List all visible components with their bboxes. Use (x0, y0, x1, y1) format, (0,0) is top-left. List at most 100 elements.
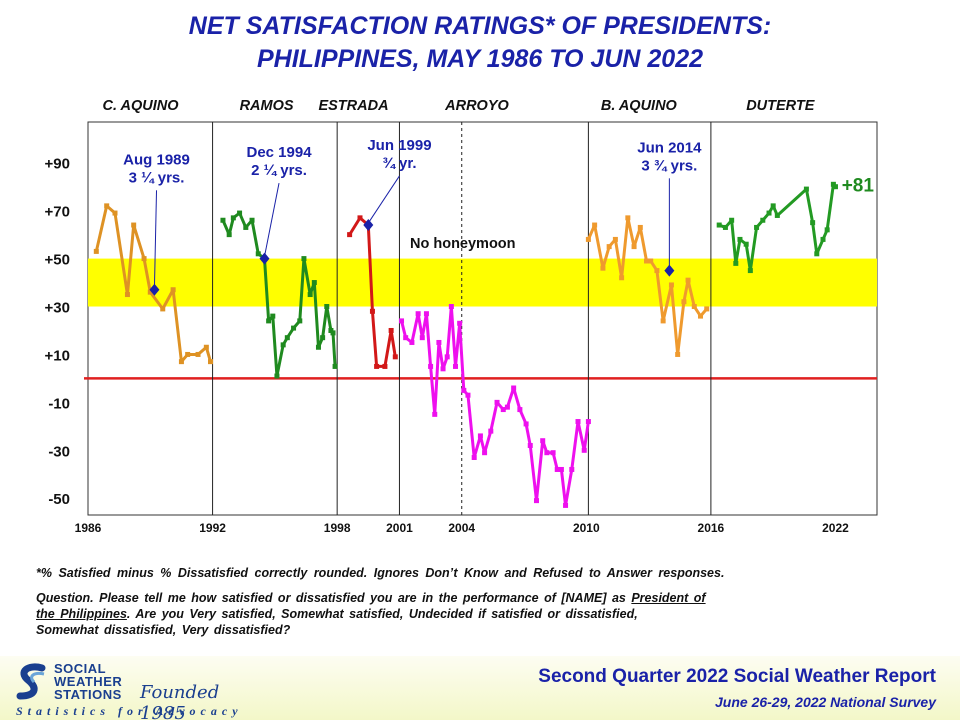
data-point (575, 419, 581, 425)
data-point (558, 466, 564, 472)
annotation-leader-0 (153, 190, 158, 288)
data-point (563, 502, 569, 508)
data-point (803, 186, 809, 192)
president-label-5: DUTERTE (746, 98, 816, 114)
data-point (185, 351, 191, 357)
survey-question: Question. Please tell me how satisfied o… (36, 590, 936, 638)
x-tick-label-7: 2022 (822, 521, 849, 535)
data-point (374, 363, 380, 369)
annotation-duration-2: ¾ yr. (382, 155, 416, 172)
president-label-2: ESTRADA (318, 98, 388, 114)
data-point (195, 351, 201, 357)
data-point (203, 344, 209, 350)
question-text-3: Somewhat dissatisfied, Very dissatisfied… (36, 623, 291, 637)
y-tick-label-6: -30 (48, 443, 70, 460)
data-point (824, 227, 830, 233)
data-point (585, 236, 591, 242)
data-point (284, 335, 290, 341)
data-point (648, 258, 654, 264)
data-point (409, 339, 415, 345)
data-point (494, 399, 500, 405)
data-point (147, 289, 153, 295)
data-point (698, 313, 704, 319)
x-tick-label-1: 1992 (199, 521, 226, 535)
annotation-leader-1 (263, 183, 280, 257)
data-point (637, 224, 643, 230)
data-point (488, 428, 494, 434)
data-point (440, 366, 446, 372)
data-point (511, 385, 517, 391)
data-point (415, 311, 421, 317)
data-point (266, 318, 272, 324)
data-point (208, 359, 214, 365)
data-point (733, 260, 739, 266)
data-point (527, 443, 533, 449)
data-point (704, 306, 710, 312)
data-point (540, 438, 546, 444)
data-point (600, 265, 606, 271)
x-tick-label-4: 2004 (448, 521, 475, 535)
data-point (504, 404, 510, 410)
data-point (544, 450, 550, 456)
data-point (315, 344, 321, 350)
data-point (324, 304, 330, 310)
logo-word-stations: STATIONS (54, 687, 122, 702)
x-tick-label-0: 1986 (75, 521, 102, 535)
y-tick-label-5: -10 (48, 395, 70, 412)
logo-founded: Founded 1985 (140, 682, 220, 724)
data-point (581, 447, 587, 453)
data-point (93, 248, 99, 254)
data-point (392, 354, 398, 360)
plot-frame (87, 121, 878, 516)
president-label-4: B. AQUINO (601, 98, 678, 114)
data-point (428, 363, 434, 369)
data-point (770, 203, 776, 209)
data-point (226, 232, 232, 238)
data-point (170, 287, 176, 293)
annotation-duration-0: 3 ¼ yrs. (129, 169, 185, 186)
data-point (550, 450, 556, 456)
chart-title-line-1: NET SATISFACTION RATINGS* OF PRESIDENTS: (188, 12, 772, 40)
data-point (625, 215, 631, 221)
data-point (517, 407, 523, 413)
data-point (533, 498, 539, 504)
data-point (270, 313, 276, 319)
y-tick-label-3: +30 (45, 300, 70, 317)
annotation-date-0: Aug 1989 (123, 151, 190, 168)
data-point (307, 292, 313, 298)
data-point (178, 359, 184, 365)
data-point (388, 327, 394, 333)
data-point (382, 363, 388, 369)
y-tick-label-2: +50 (45, 252, 70, 269)
latest-value-label: +81 (842, 175, 875, 196)
data-point (606, 244, 612, 250)
data-point (399, 318, 405, 324)
data-point (274, 373, 280, 379)
data-point (716, 222, 722, 228)
data-point (554, 466, 560, 472)
y-tick-label-4: +10 (45, 347, 70, 364)
data-point (631, 244, 637, 250)
data-point (444, 354, 450, 360)
data-point (112, 210, 118, 216)
data-point (255, 251, 261, 257)
data-point (685, 277, 691, 283)
data-point (237, 210, 243, 216)
data-point (357, 215, 363, 221)
president-label-1: RAMOS (240, 98, 294, 114)
data-point (722, 224, 728, 230)
data-point (477, 433, 483, 439)
data-point (810, 220, 816, 226)
annotation-date-2: Jun 1999 (367, 137, 431, 154)
data-point (124, 292, 130, 298)
x-tick-label-3: 2001 (386, 521, 413, 535)
honeymoon-end-marker-2 (363, 219, 374, 232)
data-point (330, 330, 336, 336)
data-point (347, 232, 353, 238)
data-point (141, 256, 147, 262)
data-point (612, 236, 618, 242)
president-label-0: C. AQUINO (103, 98, 180, 114)
data-point (471, 454, 477, 460)
data-point (419, 335, 425, 341)
y-tick-label-0: +90 (45, 156, 70, 173)
